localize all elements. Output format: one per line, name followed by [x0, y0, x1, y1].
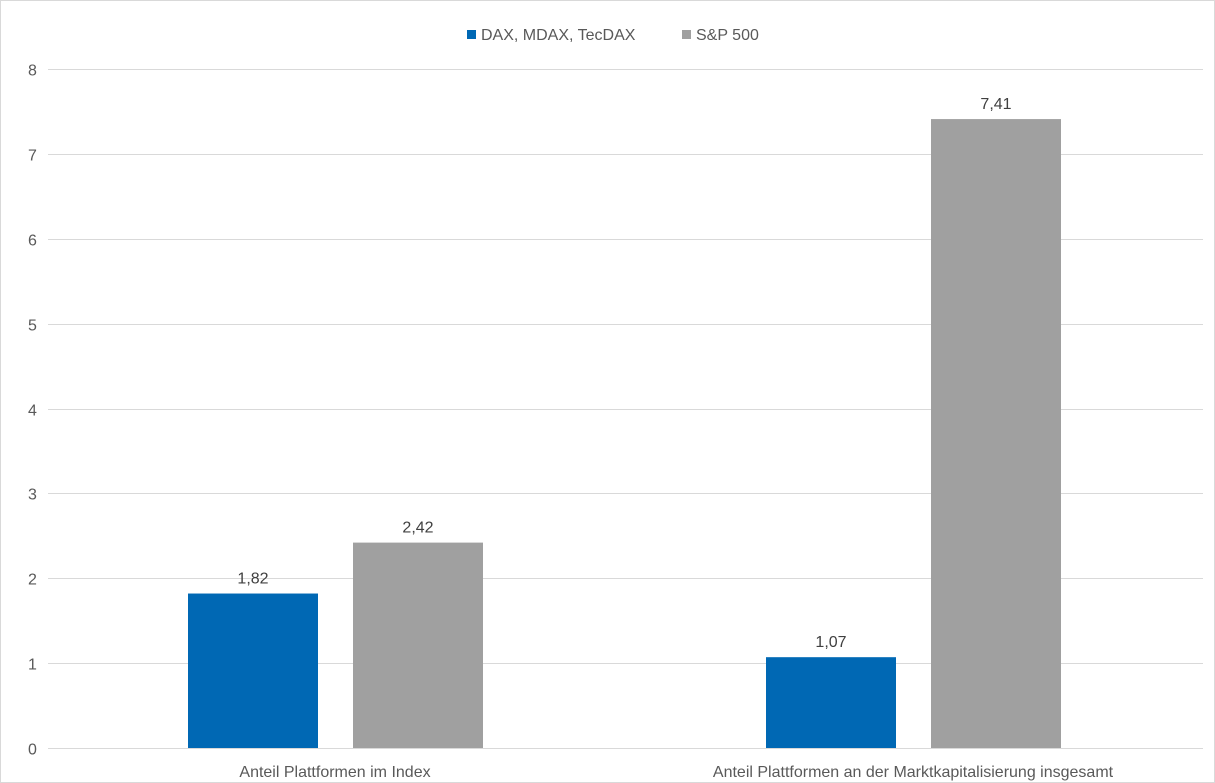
- data-labels: 1,82 1,07 2,42 7,41: [237, 96, 1011, 651]
- y-tick-label: 8: [28, 63, 37, 80]
- y-tick-label: 0: [28, 742, 37, 759]
- y-tick-label: 4: [28, 403, 37, 420]
- legend-swatch-1: [682, 30, 691, 39]
- y-tick-label: 1: [28, 657, 37, 674]
- data-label-series-0-category-0: 1,82: [237, 571, 268, 588]
- legend: DAX, MDAX, TecDAX S&P 500: [467, 27, 759, 44]
- y-tick-label: 6: [28, 233, 37, 250]
- legend-label-0: DAX, MDAX, TecDAX: [481, 27, 636, 44]
- bar-series-0-category-0: [188, 593, 318, 748]
- bar-series-1-category-0: [353, 542, 483, 748]
- y-tick-label: 2: [28, 572, 37, 589]
- data-label-series-1-category-1: 7,41: [980, 96, 1011, 113]
- y-tick-label: 7: [28, 148, 37, 165]
- x-axis-category-labels: Anteil Plattformen im Index Anteil Plattf…: [239, 764, 1113, 781]
- legend-label-1: S&P 500: [696, 27, 759, 44]
- data-label-series-1-category-0: 2,42: [402, 520, 433, 537]
- data-label-series-0-category-1: 1,07: [815, 634, 846, 651]
- x-category-label-1: Anteil Plattformen an der Marktkapitalis…: [713, 764, 1114, 781]
- legend-swatch-0: [467, 30, 476, 39]
- y-axis-tick-labels: 0 1 2 3 4 5 6 7 8: [28, 63, 37, 759]
- bar-series-0-category-1: [766, 657, 896, 748]
- bar-series-1-category-1: [931, 119, 1061, 749]
- x-category-label-0: Anteil Plattformen im Index: [239, 764, 430, 781]
- y-tick-label: 3: [28, 487, 37, 504]
- bars: [188, 119, 1061, 749]
- y-tick-label: 5: [28, 318, 37, 335]
